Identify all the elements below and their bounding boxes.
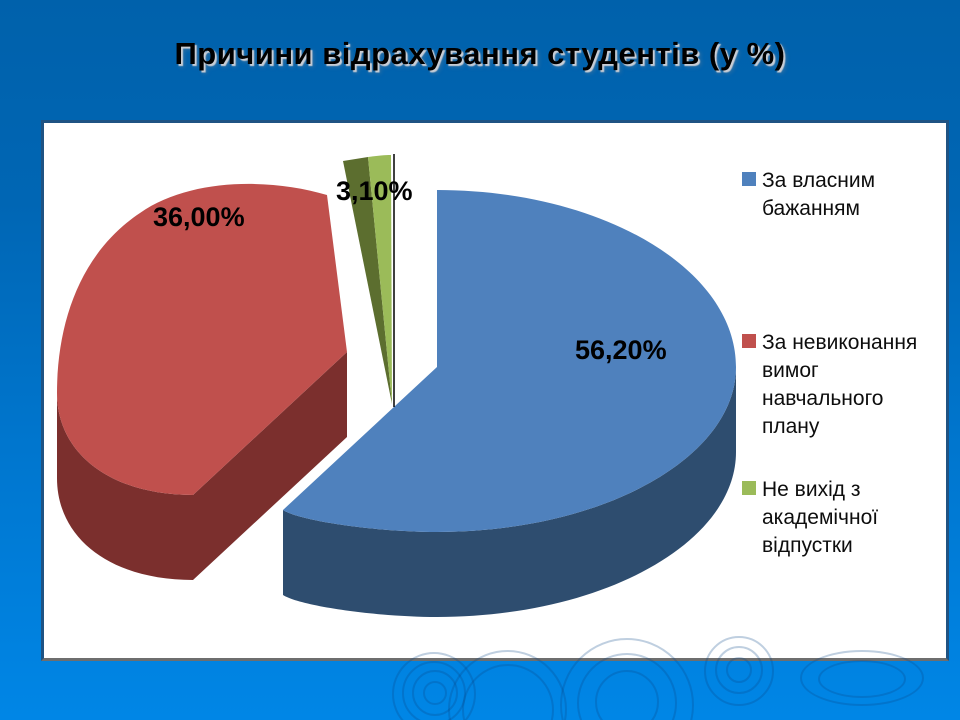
pie-slice-green [368,155,392,404]
legend-item-own-wish: За власним бажанням [742,167,930,223]
legend-color-swatch-green [742,481,756,495]
legend-color-swatch-blue [742,172,756,186]
slide-title: Причини відрахування студентів (у %) [174,36,786,71]
legend-item-curriculum: За невиконання вимог навчального плану [742,329,930,441]
data-label-red: 36,00% [153,202,245,232]
legend-item-label: Не вихід з академічної відпустки [762,478,879,557]
pie-slice-green-side [343,157,392,404]
legend-color-swatch-red [742,334,756,348]
data-label-blue: 56,20% [575,335,667,365]
pie-slice-blue-side [283,367,736,617]
pie-chart [57,154,736,617]
data-label-green: 3,10% [336,176,413,206]
legend-item-academic-leave: Не вихід з академічної відпустки [742,476,930,560]
legend-item-label: За невиконання вимог навчального плану [762,331,918,438]
chart-panel: 56,20% 36,00% 3,10% За власним бажанням … [41,120,949,661]
legend-item-label: За власним бажанням [762,169,876,220]
pie-slice-blue [283,190,736,532]
pie-slice-red [57,183,347,496]
pie-slice-red-side [57,352,347,580]
